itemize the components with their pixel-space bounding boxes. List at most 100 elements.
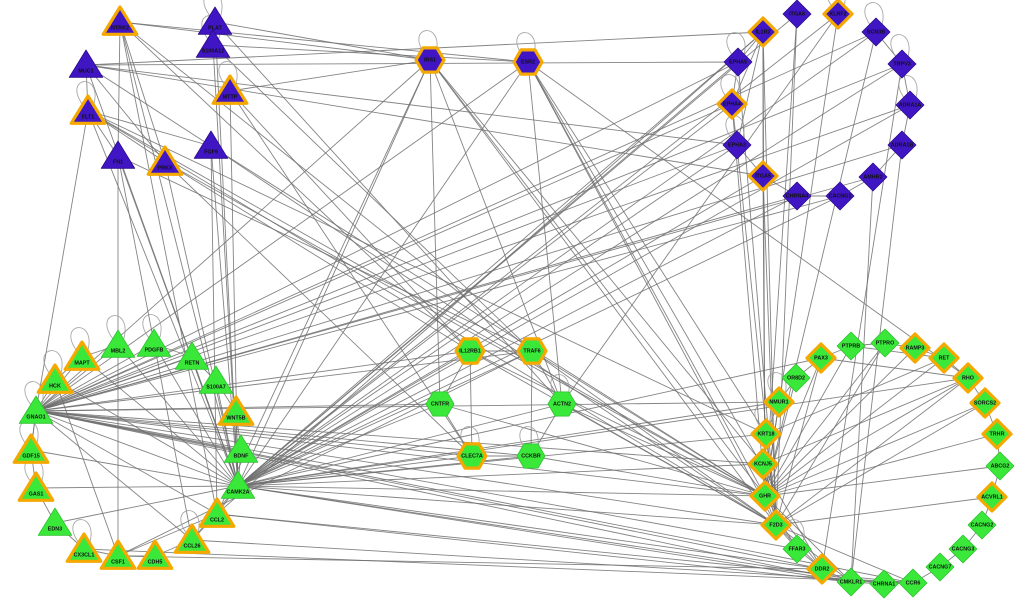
graph-node[interactable] [454, 337, 486, 365]
graph-edge [54, 485, 239, 524]
graph-node[interactable] [747, 448, 779, 480]
graph-node[interactable] [456, 442, 488, 470]
graph-node[interactable] [887, 130, 917, 160]
graph-node[interactable] [69, 94, 107, 125]
graph-node[interactable] [898, 568, 928, 598]
graph-node[interactable] [985, 451, 1015, 481]
graph-edge [54, 379, 119, 557]
graph-edge [237, 175, 764, 487]
graph-edge [765, 357, 945, 435]
graph-node[interactable] [836, 567, 866, 597]
self-loop-edge [180, 510, 200, 535]
graph-node[interactable] [782, 534, 812, 564]
graph-node[interactable] [425, 391, 455, 417]
graph-node[interactable] [836, 331, 866, 361]
graph-node[interactable] [899, 332, 931, 364]
graph-node[interactable] [928, 342, 960, 374]
graph-node[interactable] [136, 539, 174, 570]
graph-node[interactable] [895, 90, 925, 120]
graph-node[interactable] [722, 130, 752, 160]
graph-node[interactable] [782, 181, 812, 211]
graph-node[interactable] [18, 395, 54, 424]
graph-node[interactable] [414, 46, 446, 74]
graph-node[interactable] [981, 418, 1013, 450]
graph-node[interactable] [547, 391, 577, 417]
graph-node[interactable] [782, 0, 812, 29]
graph-node[interactable] [12, 433, 50, 464]
graph-node[interactable] [146, 145, 184, 176]
graph-edge [237, 103, 733, 487]
graph-edge [531, 350, 777, 526]
graph-node[interactable] [136, 328, 172, 357]
graph-node[interactable] [512, 48, 544, 76]
graph-node[interactable] [952, 362, 984, 394]
graph-node[interactable] [870, 328, 900, 358]
graph-edge [35, 410, 764, 465]
graph-node[interactable] [781, 363, 811, 393]
graph-node[interactable] [211, 74, 249, 105]
graph-node[interactable] [100, 140, 136, 169]
graph-node[interactable] [750, 418, 782, 450]
graph-edge [83, 548, 914, 584]
graph-node[interactable] [822, 0, 854, 30]
graph-edge [191, 539, 914, 584]
graph-node[interactable] [173, 523, 211, 554]
graph-node[interactable] [99, 539, 137, 570]
graph-node[interactable] [193, 130, 229, 159]
graph-node[interactable] [763, 386, 795, 418]
graph-node[interactable] [198, 497, 236, 528]
graph-node[interactable] [869, 569, 899, 599]
graph-edge [764, 402, 986, 497]
graph-node[interactable] [723, 47, 753, 77]
graph-node[interactable] [976, 481, 1008, 513]
graph-edge [237, 357, 822, 487]
graph-node[interactable] [63, 340, 101, 371]
graph-node[interactable] [516, 337, 548, 365]
graph-node[interactable] [861, 17, 891, 47]
graph-node[interactable] [806, 553, 838, 585]
graph-edge [210, 145, 766, 497]
graph-node[interactable] [101, 5, 139, 36]
graph-node[interactable] [516, 443, 546, 469]
graph-node[interactable] [825, 181, 855, 211]
graph-edge [764, 357, 945, 497]
graph-edge [237, 31, 764, 487]
graph-node[interactable] [805, 342, 837, 374]
graph-node[interactable] [716, 88, 748, 120]
graph-node[interactable] [217, 395, 255, 426]
graph-node[interactable] [747, 16, 779, 48]
graph-node[interactable] [925, 552, 955, 582]
nodes-layer[interactable] [12, 0, 1015, 599]
graph-node[interactable] [749, 480, 781, 512]
graph-node[interactable] [760, 509, 792, 541]
graph-node[interactable] [198, 365, 234, 394]
graph-edge [164, 161, 239, 487]
graph-edge [237, 485, 766, 497]
graph-edge [35, 410, 218, 515]
graph-node[interactable] [858, 162, 888, 192]
graph-node[interactable] [68, 49, 104, 78]
graph-edge [237, 401, 780, 487]
graph-node[interactable] [948, 534, 978, 564]
graph-node[interactable] [967, 510, 997, 540]
graph-node[interactable] [36, 363, 74, 394]
graph-node[interactable] [174, 341, 210, 370]
graph-node[interactable] [17, 471, 55, 502]
graph-node[interactable] [220, 470, 256, 499]
graph-node[interactable] [37, 507, 73, 536]
graph-node[interactable] [969, 387, 1001, 419]
graph-node[interactable] [223, 434, 259, 463]
graph-edge [35, 144, 738, 412]
graph-node[interactable] [197, 6, 233, 35]
graph-edge [237, 104, 911, 487]
graph-node[interactable] [195, 29, 231, 58]
graph-edge [531, 350, 766, 497]
graph-node[interactable] [65, 532, 103, 563]
graph-node[interactable] [100, 329, 136, 358]
graph-node[interactable] [887, 49, 917, 79]
graph-edge [764, 377, 969, 497]
graph-node[interactable] [747, 160, 779, 192]
self-loop-edge [726, 32, 746, 57]
